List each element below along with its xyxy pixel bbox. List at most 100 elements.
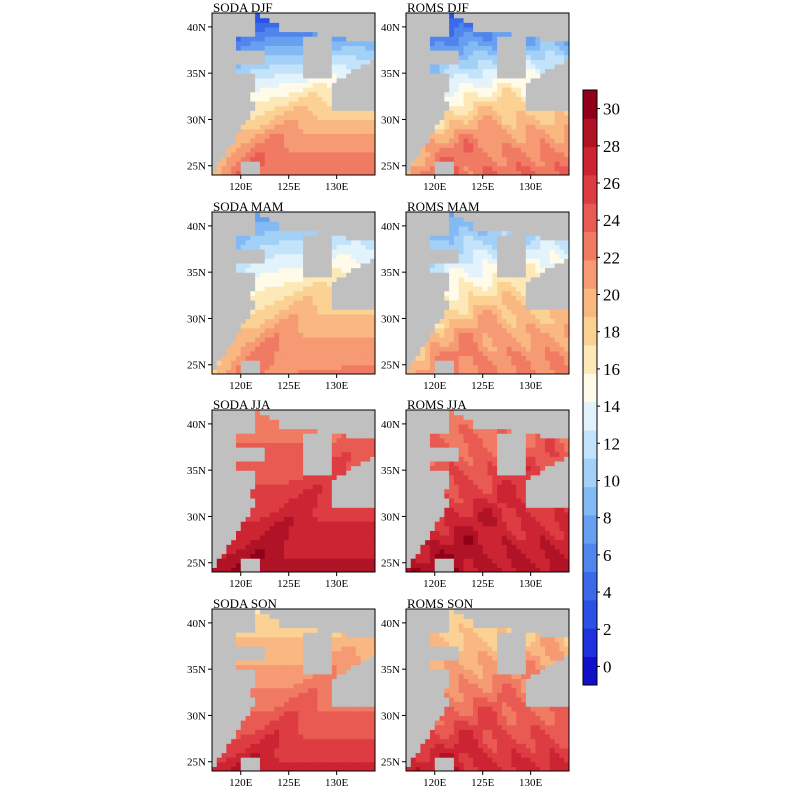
sst-field-mam-roms bbox=[406, 212, 570, 375]
panel-title: ROMS MAM bbox=[407, 199, 480, 214]
y-tick-label: 40N bbox=[187, 221, 206, 233]
y-tick-label: 40N bbox=[187, 419, 206, 431]
y-tick-label: 35N bbox=[187, 68, 206, 80]
panel-title: SODA DJF bbox=[213, 0, 273, 15]
colorbar-tick-label: 10 bbox=[603, 471, 620, 490]
x-tick-label: 130E bbox=[325, 181, 349, 193]
x-tick-label: 120E bbox=[423, 380, 447, 392]
y-tick-label: 35N bbox=[187, 267, 206, 279]
colorbar-tick-label: 18 bbox=[603, 323, 620, 342]
colorbar-tick-label: 12 bbox=[603, 434, 620, 453]
y-tick-label: 35N bbox=[381, 68, 400, 80]
colorbar-segment bbox=[583, 118, 597, 147]
sst-field-jja-roms bbox=[406, 410, 570, 573]
colorbar-segment bbox=[583, 600, 597, 629]
x-tick-label: 120E bbox=[229, 777, 253, 789]
colorbar-tick-label: 8 bbox=[603, 509, 612, 528]
sst-field-jja-soda bbox=[212, 410, 376, 573]
x-tick-label: 120E bbox=[423, 777, 447, 789]
y-tick-label: 30N bbox=[187, 313, 206, 325]
y-tick-label: 30N bbox=[381, 313, 400, 325]
x-tick-label: 130E bbox=[325, 380, 349, 392]
y-tick-label: 25N bbox=[381, 558, 400, 570]
x-tick-label: 125E bbox=[277, 380, 301, 392]
x-tick-label: 125E bbox=[471, 777, 495, 789]
y-tick-label: 30N bbox=[381, 114, 400, 126]
colorbar-tick-label: 0 bbox=[603, 657, 612, 676]
y-tick-label: 25N bbox=[381, 360, 400, 372]
panel-title: ROMS JJA bbox=[407, 397, 467, 412]
colorbar-segment bbox=[583, 288, 597, 317]
sst-field-son-soda bbox=[212, 609, 376, 772]
colorbar-segment bbox=[583, 317, 597, 346]
colorbar-segment bbox=[583, 147, 597, 176]
y-tick-label: 25N bbox=[187, 360, 206, 372]
y-tick-label: 25N bbox=[187, 161, 206, 173]
colorbar-segment bbox=[583, 373, 597, 402]
colorbar-tick-label: 22 bbox=[603, 248, 620, 267]
y-tick-label: 30N bbox=[381, 511, 400, 523]
y-tick-label: 35N bbox=[381, 465, 400, 477]
panel-djf-soda: SODA DJF 25N 30N 35N 40N 120E 125E 130E bbox=[187, 0, 376, 193]
y-tick-label: 40N bbox=[381, 419, 400, 431]
y-tick-label: 40N bbox=[187, 22, 206, 34]
y-tick-label: 30N bbox=[187, 511, 206, 523]
x-tick-label: 120E bbox=[229, 578, 253, 590]
x-tick-label: 130E bbox=[325, 777, 349, 789]
colorbar-tick-label: 2 bbox=[603, 620, 612, 639]
sst-field-son-roms bbox=[406, 609, 570, 772]
colorbar-tick-label: 30 bbox=[603, 100, 620, 119]
colorbar-segment bbox=[583, 572, 597, 601]
colorbar-segment bbox=[583, 543, 597, 572]
y-tick-label: 25N bbox=[187, 757, 206, 769]
colorbar-tick-label: 6 bbox=[603, 546, 612, 565]
colorbar-segment bbox=[583, 628, 597, 657]
colorbar-segment bbox=[583, 203, 597, 232]
colorbar-segment bbox=[583, 487, 597, 516]
colorbar-segment bbox=[583, 260, 597, 289]
x-tick-label: 130E bbox=[519, 578, 543, 590]
x-tick-label: 125E bbox=[471, 181, 495, 193]
panel-title: SODA JJA bbox=[213, 397, 271, 412]
x-tick-label: 130E bbox=[519, 380, 543, 392]
colorbar-tick-label: 20 bbox=[603, 286, 620, 305]
colorbar-segment bbox=[583, 458, 597, 487]
colorbar-segment bbox=[583, 430, 597, 459]
x-tick-label: 130E bbox=[325, 578, 349, 590]
panel-title: SODA SON bbox=[213, 596, 278, 611]
y-tick-label: 25N bbox=[381, 161, 400, 173]
x-tick-label: 120E bbox=[229, 380, 253, 392]
y-tick-label: 30N bbox=[187, 114, 206, 126]
panel-title: ROMS DJF bbox=[407, 0, 469, 15]
y-tick-label: 40N bbox=[381, 22, 400, 34]
y-tick-label: 25N bbox=[381, 757, 400, 769]
y-tick-label: 35N bbox=[381, 664, 400, 676]
colorbar-tick-label: 28 bbox=[603, 137, 620, 156]
panel-title: ROMS SON bbox=[407, 596, 474, 611]
x-tick-label: 120E bbox=[423, 578, 447, 590]
colorbar-segment bbox=[583, 402, 597, 431]
colorbar-tick-label: 16 bbox=[603, 360, 620, 379]
colorbar-tick-label: 14 bbox=[603, 397, 621, 416]
y-tick-label: 35N bbox=[187, 465, 206, 477]
colorbar-segment bbox=[583, 515, 597, 544]
colorbar-tick-label: 4 bbox=[603, 583, 612, 602]
sst-field-mam-soda bbox=[212, 212, 376, 375]
sst-field-djf-soda bbox=[212, 13, 376, 176]
x-tick-label: 125E bbox=[277, 578, 301, 590]
x-tick-label: 130E bbox=[519, 777, 543, 789]
x-tick-label: 120E bbox=[229, 181, 253, 193]
y-tick-label: 40N bbox=[381, 618, 400, 630]
colorbar-segment bbox=[583, 232, 597, 261]
x-tick-label: 125E bbox=[277, 181, 301, 193]
